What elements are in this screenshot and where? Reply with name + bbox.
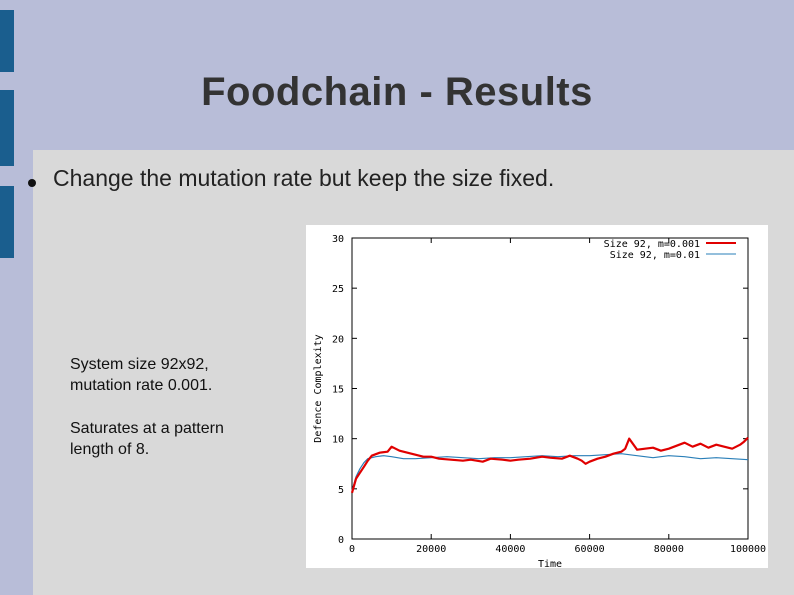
plot-frame	[351, 237, 749, 540]
bullet-icon	[28, 179, 36, 187]
left-accent-bar-2	[0, 90, 14, 166]
bullet-text: Change the mutation rate but keep the si…	[53, 165, 555, 191]
x-tick-label: 80000	[654, 544, 684, 555]
y-tick-label: 20	[332, 334, 344, 345]
x-tick-label: 100000	[730, 544, 766, 555]
note-saturates: Saturates at a pattern length of 8.	[70, 418, 224, 460]
note-line-2: mutation rate 0.001.	[70, 377, 213, 394]
legend-label-2: Size 92, m=0.01	[610, 250, 700, 261]
x-tick-label: 0	[349, 544, 355, 555]
note-system-size: System size 92x92, mutation rate 0.001.	[70, 354, 212, 396]
y-tick-label: 10	[332, 435, 344, 446]
left-accent-bar-1	[0, 10, 14, 72]
note-line-3: Saturates at a pattern	[70, 420, 224, 437]
series-line-2	[351, 453, 749, 491]
x-tick-label: 20000	[416, 544, 446, 555]
legend-label-1: Size 92, m=0.001	[604, 239, 700, 250]
x-tick-label: 60000	[575, 544, 605, 555]
y-tick-label: 5	[338, 485, 344, 496]
y-tick-label: 15	[332, 385, 344, 396]
y-tick-label: 25	[332, 284, 344, 295]
slide-title: Foodchain - Results	[201, 70, 593, 114]
note-line-4: length of 8.	[70, 441, 150, 458]
note-line-1: System size 92x92,	[70, 356, 209, 373]
left-accent-bar-3	[0, 186, 14, 258]
x-tick-label: 40000	[495, 544, 525, 555]
series-line-1	[350, 436, 749, 494]
y-axis-label: Defence Complexity	[313, 334, 324, 442]
y-tick-label: 30	[332, 234, 344, 245]
chart-container: 0 5 10 15 20 25 30 0 20000 40000 60000 80000 100000 T…	[306, 225, 768, 570]
line-chart: 0 5 10 15 20 25 30 0 20000 40000 60000 80000 100000 T…	[313, 234, 766, 570]
y-tick-label: 0	[338, 535, 344, 546]
x-axis-label: Time	[538, 559, 562, 568]
